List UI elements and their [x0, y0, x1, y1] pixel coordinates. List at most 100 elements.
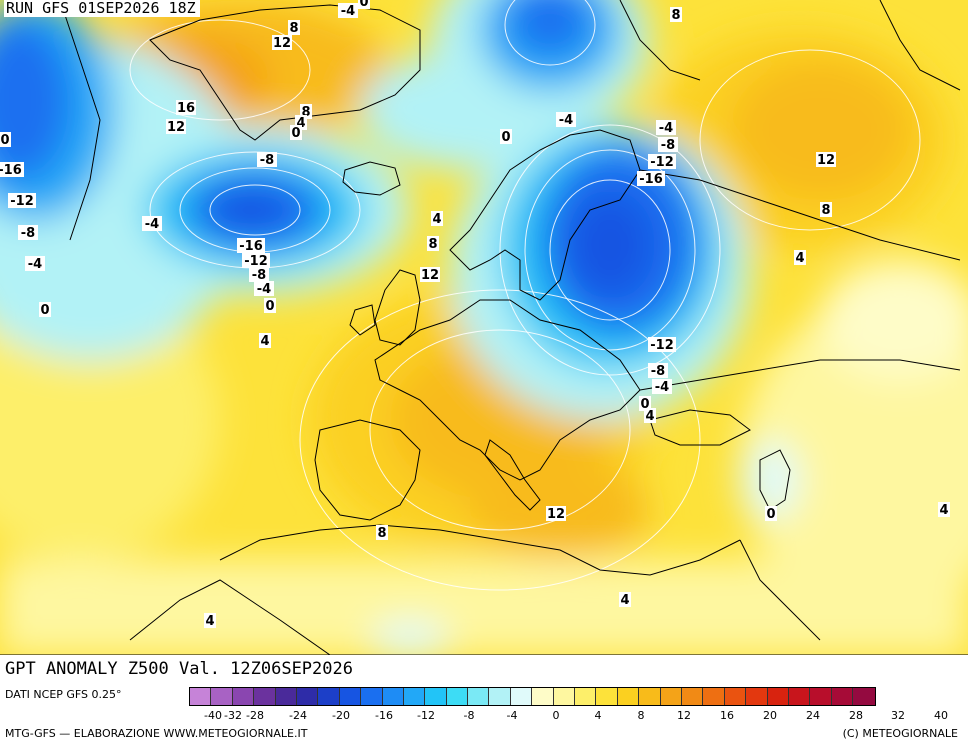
contour-label: -8 [648, 363, 668, 379]
color-scale-cell [639, 688, 661, 705]
color-scale-cell [746, 688, 768, 705]
anomaly-field [0, 0, 968, 655]
contour-label-text: -4 [145, 217, 159, 232]
color-scale-tick: 4 [594, 709, 602, 722]
color-scale-cell [532, 688, 554, 705]
contour-label: -12 [648, 337, 676, 353]
color-scale-cell [232, 688, 255, 705]
color-scale-cell [275, 688, 297, 705]
map-title: GPT ANOMALY Z500 Val. 12Z06SEP2026 [0, 655, 440, 684]
color-scale-cell [575, 688, 597, 705]
color-scale-tick: 20 [763, 709, 777, 722]
contour-label: -16 [637, 171, 665, 187]
contour-label-text: -4 [659, 121, 673, 136]
color-scale-cell [660, 688, 682, 705]
contour-label: 12 [272, 35, 292, 51]
contour-label-text: -8 [651, 364, 665, 379]
color-scale-tick: -8 [463, 709, 475, 722]
contour-label-text: -8 [21, 226, 35, 241]
contour-label: 8 [820, 202, 832, 218]
contour-label-text: -16 [639, 172, 663, 187]
contour-label: 4 [204, 613, 216, 629]
contour-label: 4 [431, 211, 443, 227]
contour-label-text: -12 [244, 254, 268, 269]
contour-label: 8 [288, 20, 300, 36]
contour-label: 0 [39, 302, 51, 318]
contour-label: 4 [794, 250, 806, 266]
color-scale-cell [703, 688, 725, 705]
color-scale-cell [339, 688, 362, 705]
data-source: DATI NCEP GFS 0.25° [5, 688, 122, 701]
color-scale-tick: -28 [246, 709, 264, 722]
contour-label: 8 [427, 236, 439, 252]
contour-label: -16 [0, 162, 24, 178]
contour-label: -12 [242, 253, 270, 269]
contour-label-text: -16 [0, 163, 22, 178]
contour-label: 0 [290, 125, 302, 141]
color-scale-cell [596, 688, 618, 705]
contour-label: 16 [176, 100, 196, 116]
contour-label: 8 [670, 7, 682, 23]
color-scale-tick: 16 [720, 709, 734, 722]
contour-label-text: 8 [377, 526, 386, 541]
contour-lines [129, 0, 921, 591]
contour-label-text: -4 [655, 380, 669, 395]
contour-label-text: 4 [939, 503, 948, 518]
contour-label: -16 [237, 238, 265, 254]
contour-label-text: -8 [252, 268, 266, 283]
color-scale-tick: 8 [637, 709, 645, 722]
color-scale-tick: 40 [934, 709, 948, 722]
color-scale-tick: -24 [289, 709, 307, 722]
contour-label: 0 [0, 132, 11, 148]
contour-label-text: -4 [28, 257, 42, 272]
contour-label-text: 12 [421, 268, 439, 283]
contour-label-text: 8 [428, 237, 437, 252]
contour-label: 4 [938, 502, 950, 518]
contour-label-text: 12 [273, 36, 291, 51]
contour-label-text: 0 [766, 507, 775, 522]
footer-credit: MTG-GFS — ELABORAZIONE WWW.METEOGIORNALE… [5, 727, 308, 740]
color-scale-cell [382, 688, 404, 705]
contour-label: -4 [652, 379, 672, 395]
contour-label-text: -12 [650, 155, 674, 170]
contour-label: 0 [500, 129, 512, 145]
color-scale-cell [767, 688, 789, 705]
contour-label: 12 [166, 119, 186, 135]
contour-label-text: -8 [260, 153, 274, 168]
contour-label: 0 [639, 396, 651, 412]
color-scale-tick: 24 [806, 709, 820, 722]
color-scale-cell [724, 688, 747, 705]
contour-label-text: 4 [205, 614, 214, 629]
color-scale-cell [831, 688, 854, 705]
contour-label-text: 8 [301, 105, 310, 120]
contour-label-text: 0 [359, 0, 368, 10]
contour-label-text: 0 [40, 303, 49, 318]
contour-label-text: -8 [661, 138, 675, 153]
contour-label: -4 [25, 256, 45, 272]
contour-label: -4 [338, 3, 358, 19]
color-scale-cell [254, 688, 276, 705]
contour-label-text: 0 [501, 130, 510, 145]
color-scale-tick: -4 [506, 709, 518, 722]
color-scale-cell [211, 688, 233, 705]
contour-label: -4 [656, 120, 676, 136]
color-scale-tick: -32 [224, 709, 242, 722]
contour-label: -4 [556, 112, 576, 128]
contour-label: 12 [816, 152, 836, 168]
contour-label: 4 [619, 592, 631, 608]
contour-label: -8 [658, 137, 678, 153]
contour-label-text: 8 [671, 8, 680, 23]
color-scale-cell [425, 688, 447, 705]
run-title: RUN GFS 01SEP2026 18Z [4, 0, 200, 17]
anomaly-map: -4081216128400-16-12-8-40-8-4-16-12-8-40… [0, 0, 968, 655]
contour-label-text: 0 [265, 299, 274, 314]
color-scale-tick: 12 [677, 709, 691, 722]
contour-label: 4 [259, 333, 271, 349]
legend: DATI NCEP GFS 0.25° -40 -32 -28 -24 -20 -16 -1… [0, 684, 968, 745]
coastlines [59, 0, 961, 655]
contour-label-text: -4 [257, 282, 271, 297]
contour-label-text: 12 [547, 507, 565, 522]
contour-label-text: 0 [0, 133, 9, 148]
color-scale-cell [810, 688, 832, 705]
